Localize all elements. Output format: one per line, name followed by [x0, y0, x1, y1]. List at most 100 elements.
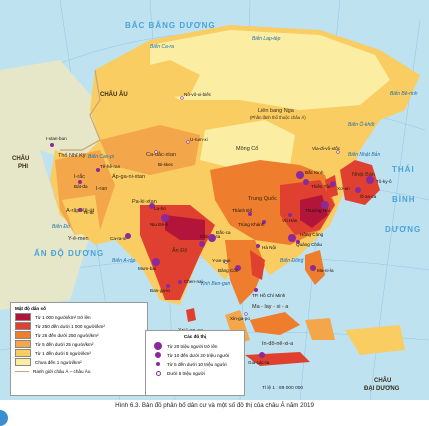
legend-item: Từ 1 đến dưới 5 người/km²: [15, 349, 147, 357]
country-label: I-ran: [96, 186, 107, 192]
ocean-label: THÁI: [392, 165, 415, 174]
city-marker-medium: [355, 187, 361, 193]
city-label: Xin-ga-po: [230, 316, 250, 321]
city-marker-large: [208, 234, 216, 242]
city-marker-large: [321, 201, 329, 209]
city-marker-xs: [154, 150, 158, 154]
country-label: Y-ê-men: [68, 236, 89, 242]
population-density-legend: Mật độ dân số Từ 1 000 người/km² trở lên…: [10, 302, 148, 396]
density-zone-sri-lanka: [186, 308, 196, 322]
city-marker-xs: [244, 312, 248, 316]
city-marker-large: [288, 234, 296, 242]
city-marker-small: [256, 244, 260, 248]
city-label: Tô-ky-ô: [376, 179, 392, 184]
legend-item: Từ 1 000 người/km² trở lên: [15, 313, 147, 321]
continent-label: CHÂU ÂU: [100, 91, 128, 98]
city-marker-medium: [125, 233, 131, 239]
europe-land: [0, 60, 105, 165]
legend-item: Từ 25 đến dưới 250 người/km²: [15, 331, 147, 339]
city-marker-small: [288, 213, 292, 217]
city-marker-medium: [199, 241, 205, 247]
city-marker-small: [178, 280, 182, 284]
city-label: Đắc-ca: [216, 229, 231, 235]
country-label: Nhật Bản: [352, 172, 375, 178]
city-label: Y-an-gun: [212, 258, 231, 263]
legend-label: Từ 1 000 người/km² trở lên: [35, 314, 91, 320]
country-label: Ấn Độ: [172, 247, 187, 254]
continent-label: CHÂU: [12, 155, 29, 162]
legend-swatch: [15, 340, 31, 348]
legend-label: Từ 5 đến dưới 25 người/km²: [35, 341, 94, 347]
city-label: Bát-đa: [74, 184, 88, 189]
country-label: Pa-ki-xtan: [132, 199, 157, 205]
city-marker-medium: [149, 203, 155, 209]
city-marker-small: [254, 288, 258, 292]
legend-swatch: [15, 331, 31, 339]
city-label: Trùng Khánh: [238, 222, 265, 227]
city-marker-small: [166, 284, 170, 288]
legend-label: Từ 25 đến dưới 250 người/km²: [35, 332, 99, 338]
density-zone-japan: [340, 160, 380, 205]
legend-swatch: [15, 349, 31, 357]
legend-item: Ranh giới châu Á – châu Âu: [15, 367, 147, 375]
continent-label: ĐẠI DƯƠNG: [364, 386, 400, 392]
city-marker-small: [262, 220, 266, 224]
continent-label: CHÂU: [374, 377, 391, 384]
city-marker-large: [152, 258, 160, 266]
city-marker-small: [50, 143, 54, 147]
city-marker-large: [296, 171, 304, 179]
city-marker-medium: [235, 265, 241, 271]
legend-item: Từ 5 đến dưới 10 triệu người: [152, 360, 244, 368]
figure-caption: Hình 6.3. Bản đồ phân bố dân cư và một s…: [115, 402, 314, 409]
city-marker-xs: [336, 150, 340, 154]
city-dot-xs: [155, 370, 161, 376]
legend-label: Từ 250 đến dưới 1 000 người/km²: [35, 323, 105, 329]
ocean-label: BẮC BĂNG DƯƠNG: [125, 21, 216, 30]
continent-label: PHI: [18, 164, 28, 170]
city-label: TP. Hồ Chí Minh: [252, 293, 286, 298]
city-marker-xs: [180, 96, 184, 100]
legend-item: Từ 20 triệu người trở lên: [152, 342, 244, 350]
legend-item: Từ 10 đến dưới 20 triệu người: [152, 351, 244, 359]
country-label: Áp-ga-ni-xtan: [112, 173, 145, 180]
city-marker-large: [161, 214, 169, 222]
city-label: Ma-ni-la: [317, 268, 334, 273]
density-zone-ganges: [165, 215, 205, 240]
country-label: Mông Cổ: [236, 145, 258, 152]
density-zone-very-low: [150, 30, 390, 110]
sea-label: Biển Đông: [280, 257, 304, 264]
city-label: Chen-nai: [184, 279, 203, 284]
sea-label: Biển Ca-ra: [150, 43, 174, 50]
city-marker-small: [78, 180, 82, 184]
city-label: Bi-skec: [158, 162, 174, 167]
sea-label: Biển Nhật Bản: [348, 151, 380, 158]
sea-label: Vịnh Ben-gan: [200, 281, 231, 287]
sea-label: Biển Lap-tép: [252, 35, 281, 42]
density-zone-new-guinea: [345, 325, 405, 355]
city-marker-small: [248, 212, 252, 216]
legend-swatch: [15, 358, 31, 366]
city-dot-medium: [155, 352, 161, 358]
legend-item: Từ 5 đến dưới 25 người/km²: [15, 340, 147, 348]
country-label: Trung Quốc: [248, 196, 277, 202]
density-zone-mongolia: [200, 120, 295, 170]
city-label: Ri-át: [84, 210, 94, 215]
city-label: La-ho: [154, 206, 166, 211]
city-marker-medium: [310, 265, 316, 271]
legend-item: Dưới 5 triệu người: [152, 369, 244, 377]
city-label: Quảng Châu: [296, 242, 322, 247]
boundary-line-swatch: [15, 370, 29, 372]
sea-label: Biển Cax-pi: [88, 153, 115, 160]
city-marker-medium: [259, 352, 265, 358]
sea-label: Biển A-rập: [112, 257, 136, 264]
legend-item: Từ 250 đến dưới 1 000 người/km²: [15, 322, 147, 330]
city-label: Hà Nội: [262, 245, 276, 250]
city-marker-large: [366, 176, 374, 184]
country-label: I-rắc: [74, 173, 85, 180]
page-corner-marker: [0, 410, 8, 426]
legend-swatch: [15, 313, 31, 321]
legend-label: Từ 1 đến dưới 5 người/km²: [35, 350, 91, 356]
sea-label: Biển Bê-rinh: [390, 90, 418, 97]
legend-item: Chưa đến 1 người/km²: [15, 358, 147, 366]
density-zone-borneo: [250, 312, 300, 335]
